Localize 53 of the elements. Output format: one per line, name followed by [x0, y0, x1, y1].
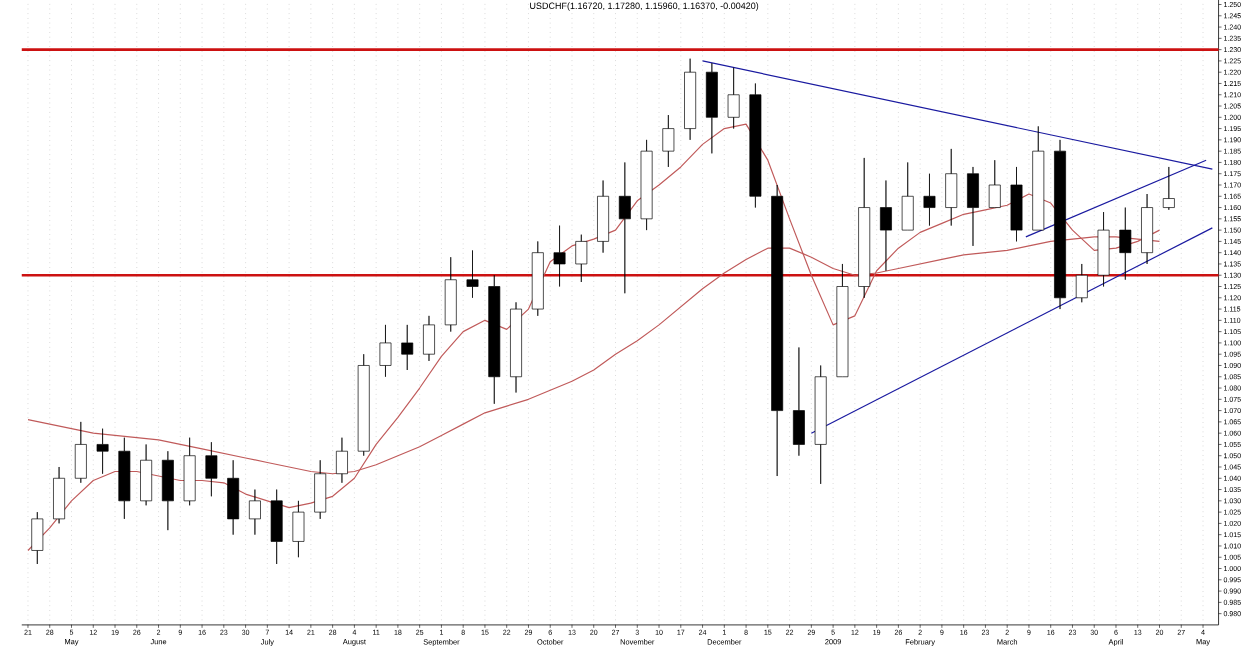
- candlestick: [1075, 263, 1088, 303]
- candlestick: [292, 500, 305, 558]
- candlestick: [901, 161, 914, 231]
- candlestick: [967, 166, 979, 247]
- candlestick: [1097, 211, 1110, 287]
- candlestick: [988, 159, 1001, 208]
- candlestick: [74, 421, 87, 483]
- candlestick: [662, 114, 675, 168]
- candlestick: [858, 157, 871, 298]
- candlestick: [1010, 166, 1023, 242]
- candlestick: [183, 437, 196, 506]
- candlestick: [597, 179, 610, 253]
- candlestick: [466, 249, 479, 298]
- candlestick: [684, 58, 697, 140]
- candlestick: [1162, 166, 1175, 210]
- candlestick: [945, 148, 958, 226]
- candlestick: [618, 161, 631, 294]
- candlestick: [53, 466, 66, 524]
- candlestick: [880, 179, 892, 271]
- candlestick: [379, 324, 392, 377]
- candlestick: [227, 459, 240, 535]
- candlestick: [488, 274, 501, 404]
- candlestick: [314, 459, 327, 520]
- candlestick: [96, 428, 109, 474]
- candlestick: [161, 450, 174, 531]
- candlestick: [357, 353, 370, 456]
- candlestick: [140, 443, 153, 506]
- candlestick: [423, 315, 435, 362]
- candlestick: [1054, 139, 1066, 310]
- candlestick: [771, 184, 784, 477]
- candlestick: [336, 437, 348, 483]
- candlestick: [923, 173, 936, 226]
- candlestick: [575, 234, 588, 283]
- candlestick: [749, 82, 762, 208]
- candlestick: [444, 256, 457, 332]
- candlestick: [248, 488, 261, 535]
- candlestick: [270, 488, 283, 565]
- candlestick: [531, 240, 544, 316]
- candlestick: [553, 225, 566, 287]
- candlestick: [640, 139, 653, 231]
- candlestick: [836, 263, 849, 377]
- candlestick: [401, 324, 414, 371]
- candlestick: [205, 441, 218, 497]
- candlestick: [1119, 206, 1132, 280]
- candlestick: [792, 346, 805, 456]
- candlestick: [814, 364, 827, 485]
- candlestick: [727, 67, 740, 129]
- candlestick: [1032, 125, 1045, 231]
- candlestick: [31, 511, 44, 565]
- candlestick: [510, 301, 522, 393]
- candlestick: [118, 437, 131, 520]
- candlestick: [1141, 193, 1154, 265]
- candlestick: [705, 62, 718, 154]
